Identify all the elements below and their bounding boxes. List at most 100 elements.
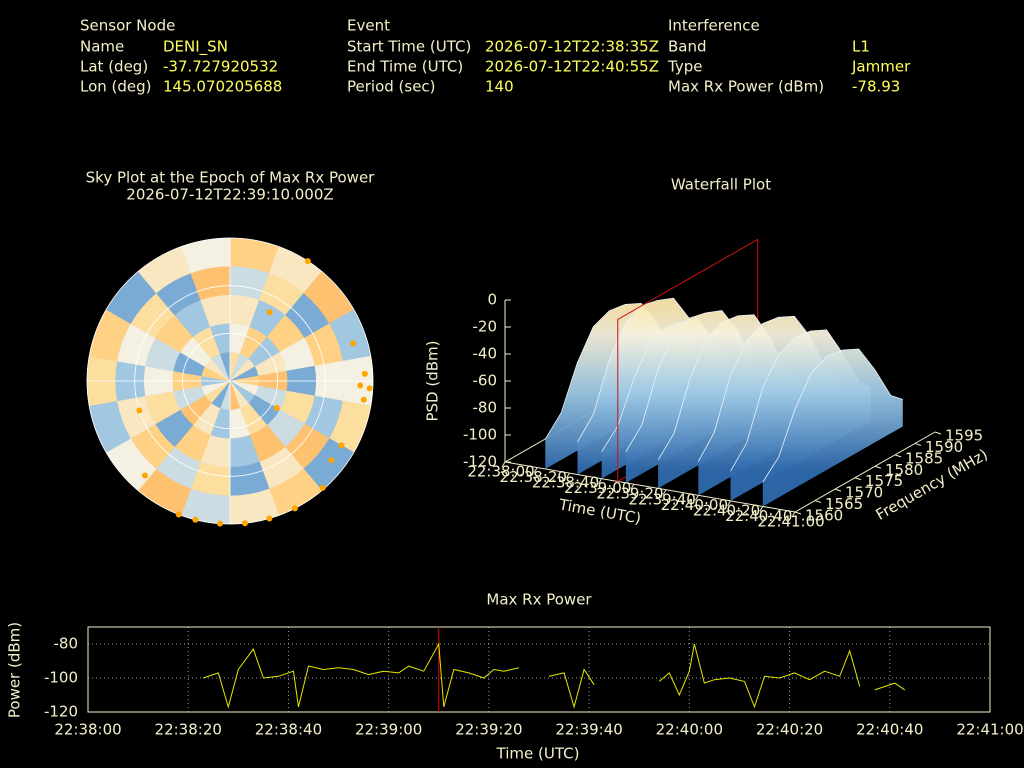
x-tick [662,489,667,496]
satellite [266,515,273,522]
field-label: Lat (deg) [80,58,148,76]
field-value: Jammer [851,58,911,76]
satellite [141,472,148,479]
field-value: 2026-07-12T22:40:55Z [485,58,659,76]
satellite [366,385,373,392]
field-label: Period (sec) [347,78,436,96]
field-value: -78.93 [852,78,900,96]
y-tick-label: -120 [44,703,78,721]
y-tick [914,442,922,446]
x-tick [630,483,635,490]
x-tick-label: 22:39:00 [355,721,422,739]
x-tick [501,461,506,468]
y-tick-label: 1590 [925,438,963,456]
satellite [328,457,335,464]
field-value: 145.070205688 [163,78,282,96]
field-label: Name [80,38,124,56]
x-tick [598,478,603,484]
x-tick-label: 22:40:40 [856,721,923,739]
satellite [338,442,345,449]
field-value: 2026-07-12T22:38:35Z [485,38,659,56]
z-axis-label: PSD (dBm) [424,340,442,421]
z-tick-label: -20 [473,318,498,336]
x-tick [533,467,538,473]
x-tick-label: 22:39:20 [455,721,522,739]
y-tick-label: 1580 [885,461,923,479]
z-tick-label: -100 [463,426,497,444]
y-tick-label: -80 [54,635,79,653]
y-tick-label: 1585 [905,449,943,467]
y-tick [814,500,822,504]
y-tick [854,477,862,481]
z-tick-label: -80 [473,399,498,417]
x-tick-label: 22:41:00 [956,721,1023,739]
satellite [266,309,273,316]
y-tick-label: 1565 [825,495,863,513]
section-title: Interference [668,17,760,35]
field-value: L1 [852,38,870,56]
satellite [241,520,248,527]
x-tick [727,500,731,507]
satellite [350,340,357,347]
y-tick-label: 1595 [945,427,983,445]
y-tick [834,488,842,492]
section-title: Event [347,17,390,35]
x-tick-label: 22:39:40 [628,490,695,508]
x-tick-label: 22:40:40 [725,507,792,525]
x-tick-label: 22:41:00 [757,513,824,531]
y-axis-label: Power (dBm) [6,622,24,718]
satellite [175,511,182,518]
chart-title: Sky Plot at the Epoch of Max Rx Power [86,169,376,187]
x-tick-label: 22:38:00 [54,721,121,739]
satellite [291,505,298,512]
power-line [203,642,906,709]
chart-title: Waterfall Plot [671,176,771,194]
x-tick [759,506,764,512]
y-tick-label: 1560 [805,507,843,525]
x-axis-label: Time (UTC) [496,745,580,763]
field-label: Lon (deg) [80,78,152,96]
x-tick-label: 22:39:20 [596,485,663,503]
y-tick [874,465,882,469]
x-tick-label: 22:38:00 [467,463,534,481]
x-tick [566,472,570,479]
x-tick-label: 22:40:20 [756,721,823,739]
satellite [217,520,224,527]
time-axis [504,461,796,513]
field-label: Max Rx Power (dBm) [668,78,824,96]
z-tick-label: 0 [487,291,497,309]
spectrum-line [762,348,903,483]
satellite [360,396,367,403]
x-tick-label: 22:39:00 [564,479,631,497]
field-label: Type [667,58,702,76]
satellite [192,516,199,523]
x-tick-label: 22:40:20 [693,501,760,519]
satellite [357,382,364,389]
field-value: DENI_SN [163,38,228,57]
y-tick-label: 1575 [865,472,903,490]
z-tick-label: -60 [473,372,498,390]
y-tick [934,431,942,435]
satellite [304,258,311,265]
satellite [273,405,280,412]
field-label: End Time (UTC) [347,58,463,76]
y-tick [894,454,902,458]
section-title: Sensor Node [80,17,175,35]
chart-subtitle: 2026-07-12T22:39:10.000Z [126,186,333,204]
x-tick-label: 22:40:00 [656,721,723,739]
satellite [361,370,368,377]
x-tick-label: 22:38:20 [500,468,567,486]
field-value: 140 [485,78,514,96]
z-tick-label: -120 [463,453,497,471]
field-label: Start Time (UTC) [347,38,471,56]
x-tick [791,511,796,518]
y-tick [794,511,802,515]
x-tick-label: 22:38:40 [532,474,599,492]
y-tick-label: -100 [44,669,78,687]
x-tick-label: 22:38:40 [255,721,322,739]
x-tick [694,495,699,501]
y-tick-label: 1570 [845,484,883,502]
plot-frame [87,626,991,713]
